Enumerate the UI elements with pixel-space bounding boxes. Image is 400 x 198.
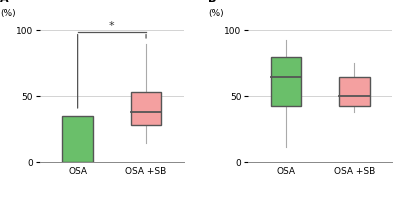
Text: B: B	[208, 0, 216, 4]
Text: (%): (%)	[208, 9, 224, 18]
Bar	[131, 92, 162, 125]
Text: A: A	[0, 0, 8, 4]
Text: *: *	[109, 21, 115, 31]
Bar	[270, 57, 301, 106]
Bar	[339, 77, 370, 106]
Text: (%): (%)	[0, 9, 15, 18]
Bar	[62, 116, 93, 162]
